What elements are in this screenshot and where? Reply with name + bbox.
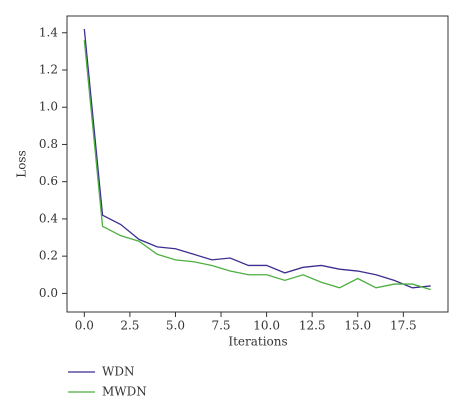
y-tick-label: 0.8 — [39, 137, 58, 151]
y-tick-label: 1.0 — [39, 100, 58, 114]
line-series — [83, 40, 431, 291]
x-tick-label: 15.0 — [344, 319, 371, 333]
x-tick-label: 2.5 — [120, 319, 139, 333]
y-axis-label: Loss — [15, 150, 29, 178]
y-tick-label: 1.2 — [39, 62, 58, 76]
y-tick-label: 0.2 — [39, 249, 58, 263]
legend-label: WDN — [102, 365, 134, 379]
y-tick-label: 1.4 — [39, 25, 58, 39]
x-axis-label: Iterations — [228, 335, 287, 349]
x-tick-label: 12.5 — [299, 319, 326, 333]
plot-frame — [66, 15, 449, 313]
y-tick-label: 0.0 — [39, 286, 58, 300]
y-tick-label: 0.6 — [39, 174, 58, 188]
x-tick-label: 5.0 — [166, 319, 185, 333]
x-tick-label: 7.5 — [211, 319, 230, 333]
legend-label: MWDN — [102, 385, 147, 399]
y-tick-label: 0.4 — [39, 211, 58, 225]
x-tick-label: 0.0 — [75, 319, 94, 333]
x-tick-label: 10.0 — [253, 319, 280, 333]
x-tick-label: 17.5 — [390, 319, 417, 333]
line-series — [83, 28, 431, 289]
